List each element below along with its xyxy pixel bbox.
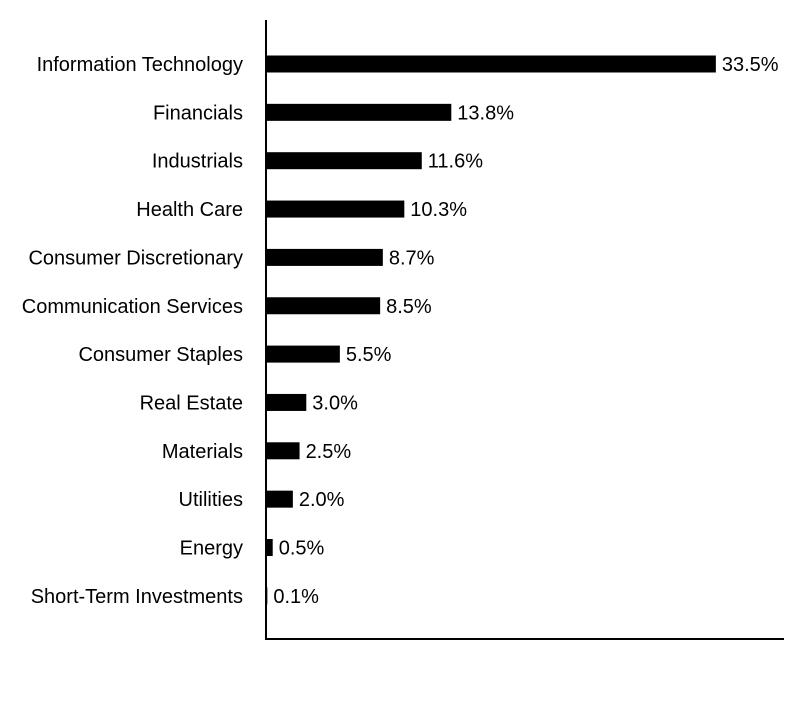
category-label: Communication Services: [22, 296, 243, 318]
category-label: Consumer Staples: [78, 344, 243, 366]
value-label: 5.5%: [346, 344, 392, 366]
value-label: 10.3%: [410, 199, 467, 221]
value-label: 8.5%: [386, 296, 432, 318]
bar: [266, 200, 405, 218]
bar: [266, 490, 293, 508]
bar: [266, 103, 452, 121]
bar: [266, 442, 300, 460]
category-label: Industrials: [152, 151, 243, 173]
bar: [266, 297, 381, 315]
value-label: 8.7%: [389, 247, 435, 269]
category-label: Real Estate: [140, 392, 243, 414]
category-label: Health Care: [136, 199, 243, 221]
value-label: 3.0%: [312, 392, 358, 414]
bar: [266, 55, 716, 73]
category-labels-group: Information Technology Financials Industri…: [22, 54, 243, 608]
category-label: Energy: [180, 538, 243, 560]
category-label: Financials: [153, 102, 243, 124]
value-label: 13.8%: [457, 102, 514, 124]
category-label: Short-Term Investments: [31, 586, 243, 608]
value-labels-group: 33.5% 13.8% 11.6% 10.3% 8.7% 8.5% 5.5% 3.0% 2.5%…: [273, 54, 778, 608]
bar: [266, 345, 340, 363]
bar: [266, 393, 307, 411]
category-label: Information Technology: [37, 54, 243, 76]
category-label: Consumer Discretionary: [28, 247, 243, 269]
bar: [266, 248, 383, 266]
value-label: 0.5%: [279, 538, 325, 560]
bar: [266, 539, 273, 556]
value-label: 0.1%: [273, 586, 319, 608]
value-label: 33.5%: [722, 54, 779, 76]
value-label: 2.5%: [306, 441, 352, 463]
bars-group: [266, 55, 716, 605]
bar: [266, 152, 422, 170]
category-label: Utilities: [179, 489, 243, 511]
category-label: Materials: [162, 441, 243, 463]
value-label: 11.6%: [428, 151, 483, 173]
value-label: 2.0%: [299, 489, 345, 511]
